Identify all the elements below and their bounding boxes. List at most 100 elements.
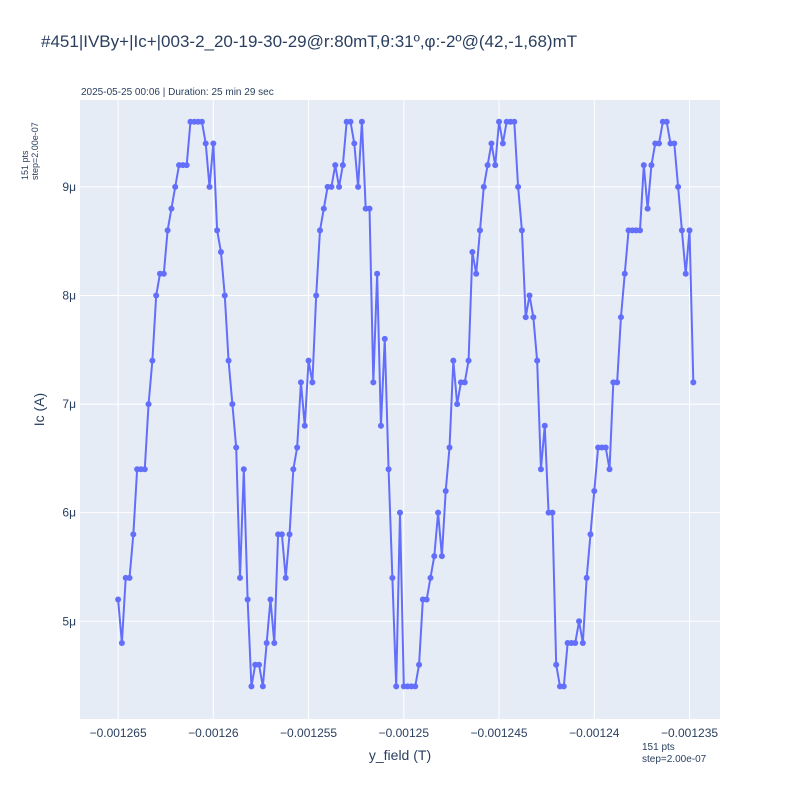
- chart-title: #451|IVBy+|Ic+|003-2_20-19-30-29@r:80mT,…: [41, 32, 578, 51]
- data-point: [355, 183, 362, 190]
- data-point: [313, 292, 320, 299]
- x-tick-label: −0.001255: [280, 726, 337, 740]
- data-point: [450, 357, 457, 364]
- y-tick-label: 6μ: [62, 506, 76, 520]
- data-point: [294, 444, 301, 451]
- data-point: [572, 639, 579, 646]
- data-point: [271, 639, 278, 646]
- data-point: [263, 639, 270, 646]
- data-point: [347, 118, 354, 125]
- data-point: [339, 162, 346, 169]
- data-point: [278, 531, 285, 538]
- data-point: [465, 357, 472, 364]
- data-point: [225, 357, 232, 364]
- data-point: [217, 249, 224, 256]
- data-point: [397, 509, 403, 516]
- y-tick-label: 7μ: [62, 397, 76, 411]
- data-point: [640, 162, 647, 169]
- data-point: [454, 401, 461, 408]
- data-point: [621, 270, 628, 277]
- data-point: [442, 487, 449, 494]
- y-axis-title: Ic (A): [31, 393, 47, 426]
- data-point: [202, 140, 209, 147]
- data-point: [511, 118, 518, 125]
- data-point: [461, 379, 468, 386]
- data-point: [248, 683, 255, 690]
- x-tick-label: −0.001265: [90, 726, 147, 740]
- data-point: [553, 661, 560, 668]
- x-axis-ticks: −0.001265 −0.00126 −0.001255 −0.00125 −0.001…: [90, 726, 719, 740]
- data-point: [438, 553, 445, 560]
- x-axis-title: y_field (T): [369, 747, 431, 763]
- data-point: [549, 509, 556, 516]
- data-point: [317, 227, 323, 234]
- data-point: [614, 379, 621, 386]
- x-tick-label: −0.00124: [569, 726, 620, 740]
- data-point: [591, 487, 598, 494]
- y-tick-label: 5μ: [62, 614, 76, 628]
- data-point: [153, 292, 160, 299]
- data-point: [160, 270, 167, 277]
- data-point: [141, 466, 148, 473]
- data-point: [530, 314, 537, 321]
- data-point: [675, 183, 682, 190]
- data-point: [336, 183, 343, 190]
- data-point: [480, 183, 487, 190]
- data-point: [488, 140, 495, 147]
- data-point: [328, 183, 335, 190]
- data-point: [320, 205, 327, 212]
- data-point: [168, 205, 175, 212]
- data-point: [576, 618, 583, 625]
- data-point: [126, 574, 133, 581]
- data-point: [370, 379, 377, 386]
- data-point: [381, 335, 388, 342]
- data-point: [477, 227, 483, 234]
- corner-annotation-step: step=2.00e-07: [642, 754, 707, 765]
- data-point: [648, 162, 655, 169]
- data-point: [351, 140, 358, 147]
- corner-annotation: 151 pts step=2.00e-07: [642, 742, 706, 766]
- data-point: [583, 574, 590, 581]
- data-point: [678, 227, 685, 234]
- data-point: [469, 249, 476, 256]
- data-point: [297, 379, 304, 386]
- data-point: [606, 466, 613, 473]
- x-tick-label: −0.001235: [661, 726, 718, 740]
- data-point: [431, 553, 438, 560]
- data-point: [522, 314, 529, 321]
- data-point: [290, 466, 297, 473]
- data-point: [301, 422, 308, 429]
- x-tick-label: −0.00126: [188, 726, 239, 740]
- data-point: [526, 292, 533, 299]
- data-point: [233, 444, 240, 451]
- data-point: [259, 683, 266, 690]
- data-point: [358, 118, 365, 125]
- y-axis-ticks: 5μ 6μ 7μ 8μ 9μ: [62, 180, 76, 628]
- data-point: [145, 401, 152, 408]
- data-point: [671, 140, 678, 147]
- data-point: [492, 162, 499, 169]
- data-point: [663, 118, 670, 125]
- data-point: [579, 639, 586, 646]
- data-point: [118, 639, 125, 646]
- data-point: [237, 574, 243, 581]
- data-point: [682, 270, 689, 277]
- data-point: [309, 379, 316, 386]
- data-point: [149, 357, 156, 364]
- data-point: [332, 162, 339, 169]
- data-point: [435, 509, 442, 516]
- data-point: [130, 531, 137, 538]
- data-point: [244, 596, 251, 603]
- data-point: [484, 162, 491, 169]
- data-point: [537, 466, 544, 473]
- corner-annotation-points: 151 pts: [642, 742, 675, 753]
- data-point: [446, 444, 453, 451]
- data-point: [423, 596, 430, 603]
- data-point: [282, 574, 289, 581]
- data-point: [210, 140, 217, 147]
- data-point: [499, 140, 506, 147]
- data-point: [229, 401, 236, 408]
- data-point: [602, 444, 609, 451]
- data-point: [587, 531, 594, 538]
